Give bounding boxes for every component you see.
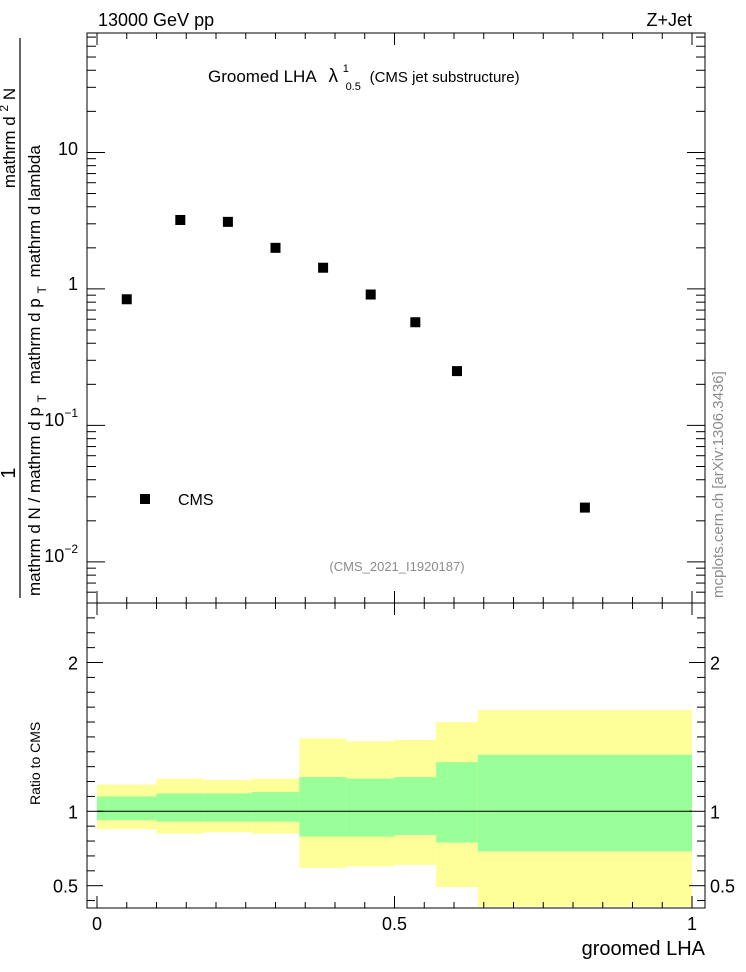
ratio-y-label: Ratio to CMS [27, 722, 43, 805]
y-tick-label-10: 10 [58, 139, 78, 159]
legend-marker [140, 494, 150, 504]
plot-title-symbol: λ [328, 66, 338, 87]
watermark: mcplots.cern.ch [arXiv:1306.3436] [710, 371, 727, 598]
x-axis-label: groomed LHA [582, 938, 706, 960]
inner-band-bin-7 [436, 762, 478, 843]
plot-title: Groomed LHA λ 1 0.5 (CMS jet substructur… [208, 57, 520, 94]
legend-label: CMS [178, 492, 214, 509]
ratio-plot-frame [86, 602, 706, 909]
data-point-5 [365, 289, 376, 300]
y-label-numerator-tail: N [0, 88, 19, 100]
y-label-numerator: mathrm d 2 N [0, 88, 19, 188]
data-point-6 [410, 317, 421, 328]
y-label-line2-sub: T [35, 286, 49, 294]
inner-band-bin-4 [299, 777, 347, 837]
analysis-id: (CMS_2021_I1920187) [329, 559, 464, 574]
y-tick-label-0.1: 10−1 [44, 406, 78, 430]
y-label-numerator-main: mathrm d [0, 116, 19, 188]
main-plot-frame [86, 32, 706, 604]
ratio-y-tick-labels: 0.5 0.5 1 1 2 2 [53, 654, 735, 897]
ratio-y-tick-label-right-0.5: 0.5 [710, 877, 735, 897]
plot-title-sup: 1 [343, 63, 349, 75]
inner-band-bin-0 [97, 796, 157, 821]
y-label-denominator: mathrm d N / mathrm d p T mathrm d p T m… [25, 145, 50, 596]
axis-ticks [87, 33, 705, 908]
x-tick-label-0.5: 0.5 [382, 914, 407, 934]
data-point-4 [318, 262, 329, 273]
plot-title-sub: 0.5 [346, 81, 361, 93]
header-left: 13000 GeV pp [98, 10, 214, 30]
main-y-label: 1 mathrm d N / mathrm d p T mathrm d p T… [0, 38, 50, 598]
data-point-1 [175, 214, 186, 225]
ratio-y-tick-label-left-1: 1 [68, 802, 78, 822]
ratio-y-tick-label-right-1: 1 [710, 802, 720, 822]
inner-band-bin-8 [477, 754, 692, 852]
y-label-line2-tail: mathrm d lambda [25, 145, 44, 278]
ratio-bands [97, 710, 692, 907]
inner-band-bin-6 [394, 777, 437, 836]
y-tick-label-0.01: 10−2 [44, 542, 78, 566]
plot-title-prefix: Groomed LHA [208, 67, 317, 86]
data-point-0 [121, 294, 132, 305]
x-tick-labels: 0 0.5 1 [92, 914, 697, 934]
inner-band-bin-2 [204, 793, 252, 822]
inner-band-bin-5 [346, 778, 395, 837]
inner-band-bin-3 [251, 791, 300, 822]
y-tick-label-1: 1 [68, 274, 78, 294]
data-point-3 [270, 242, 281, 253]
plot-title-suffix: (CMS jet substructure) [370, 69, 520, 86]
y-label-denominator-text: mathrm d N / mathrm d p [25, 407, 44, 596]
inner-band-bin-1 [156, 793, 205, 822]
data-point-2 [222, 216, 233, 227]
x-tick-label-0: 0 [92, 914, 102, 934]
y-label-numerator-sup: 2 [0, 105, 11, 112]
data-point-7 [451, 366, 462, 377]
y-label-line2: mathrm d p [25, 298, 44, 384]
x-tick-label-1: 1 [687, 914, 697, 934]
header-right: Z+Jet [646, 10, 692, 30]
data-point-8 [579, 502, 590, 513]
ratio-y-tick-label-right-2: 2 [710, 654, 720, 674]
ratio-y-tick-label-left-0.5: 0.5 [53, 877, 78, 897]
y-label-one: 1 [0, 467, 20, 478]
y-label-denominator-sub: T [35, 394, 49, 402]
ratio-y-tick-label-left-2: 2 [68, 654, 78, 674]
data-markers [121, 214, 590, 513]
main-y-tick-labels: 10−2 10−1 1 10 [44, 139, 78, 566]
